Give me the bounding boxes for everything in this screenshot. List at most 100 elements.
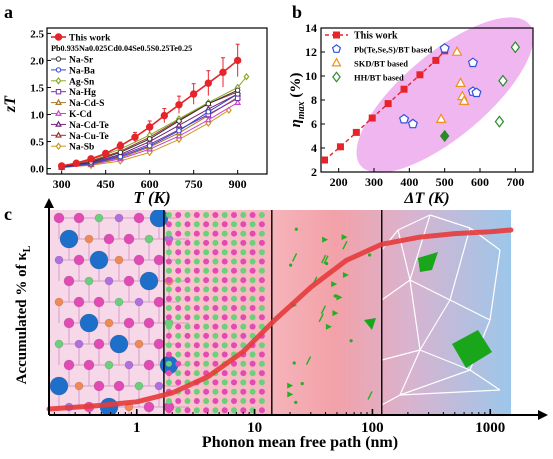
lattice-atom	[134, 381, 144, 391]
nano-atom	[203, 230, 210, 237]
nano-atom	[221, 323, 228, 330]
nano-atom	[249, 379, 256, 386]
b-point-SKD/BT based	[435, 113, 447, 124]
b-legend: This work Pb(Te,Se,S)/BT based SKD/BT base…	[325, 31, 432, 83]
nano-atom	[165, 398, 172, 404]
nano-atom	[212, 398, 219, 404]
nano-atom	[249, 221, 256, 228]
b-ytick-label: 4	[311, 141, 317, 155]
nano-atom	[184, 295, 191, 302]
nano-atom	[193, 342, 200, 349]
nano-atom	[184, 212, 191, 218]
precipitate	[292, 361, 296, 365]
a-legend: This workPb0.935Na0.025Cd0.04Se0.5S0.25T…	[51, 33, 192, 153]
c-illustration	[49, 210, 501, 415]
nano-atom	[258, 249, 265, 256]
precipitate	[332, 310, 339, 317]
nano-atom	[231, 258, 238, 265]
nano-atom	[221, 379, 228, 386]
nano-atom	[212, 360, 219, 367]
a-series	[57, 43, 250, 172]
nano-atom	[231, 332, 238, 339]
nano-atom	[203, 332, 210, 339]
nano-atom	[193, 267, 200, 274]
nano-atom	[231, 388, 238, 395]
nano-atom	[221, 221, 228, 228]
precipitate	[325, 323, 332, 330]
nano-atom	[258, 239, 265, 246]
nano-atom	[203, 286, 210, 293]
nano-atom	[193, 360, 200, 367]
nano-atom	[193, 388, 200, 395]
panel-label-b: b	[292, 2, 302, 22]
lattice-atom	[54, 297, 64, 307]
panel-label-a: a	[4, 2, 13, 22]
a-xtick-label: 450	[97, 177, 115, 191]
a-point-Na-Ba	[146, 143, 153, 149]
nano-atom	[175, 295, 182, 302]
precipitate	[318, 313, 324, 323]
nano-atom	[258, 342, 265, 349]
lattice-atom	[63, 359, 75, 371]
c-xtick-label: 10	[247, 420, 262, 436]
nano-atom	[184, 323, 191, 330]
nano-atom	[212, 323, 219, 330]
nano-atom	[258, 351, 265, 358]
nano-atom	[203, 277, 210, 284]
nano-atom	[203, 407, 210, 414]
nano-atom	[249, 239, 256, 246]
nano-atom	[258, 295, 265, 302]
nano-atom	[240, 267, 247, 274]
c-curve	[46, 227, 514, 412]
nano-atom	[184, 230, 191, 237]
nano-atom	[240, 221, 247, 228]
b-point-HH/BT based	[510, 41, 521, 54]
precipitate	[300, 381, 304, 386]
nano-atom	[231, 323, 238, 330]
a-series-line-Ag-Sn	[61, 76, 247, 167]
nano-atom	[165, 314, 172, 321]
a-point-This work	[233, 56, 242, 65]
a-legend-marker	[54, 33, 63, 41]
lattice-atom	[123, 317, 135, 329]
a-legend-marker	[55, 142, 62, 151]
nano-atom	[231, 221, 238, 228]
a-point-Na-Sr	[205, 101, 212, 107]
lattice-atom	[63, 275, 75, 287]
nano-atom	[258, 360, 265, 367]
grain-boundary	[381, 394, 401, 406]
a-legend-marker	[55, 89, 62, 95]
lattice-atom	[144, 234, 154, 244]
a-legend-marker	[55, 120, 62, 127]
lattice-atom	[153, 254, 165, 266]
lattice-atom	[124, 360, 134, 370]
nano-atom	[240, 286, 247, 293]
precipitate	[320, 305, 327, 314]
lattice-atom	[89, 250, 109, 270]
b-point-SKD/BT based	[455, 77, 466, 88]
nano-atom	[240, 379, 247, 386]
lattice-atom	[114, 213, 124, 223]
b-ytick-label: 14	[305, 21, 317, 35]
lattice-atom	[113, 380, 125, 392]
nano-atom	[258, 286, 265, 293]
lattice-atom	[93, 380, 105, 392]
precipitate	[367, 391, 373, 400]
precipitate	[325, 261, 329, 266]
a-point-K-Cd	[234, 98, 242, 105]
nano-atom	[175, 230, 182, 237]
nano-atom	[165, 239, 172, 246]
nano-atom	[193, 221, 200, 228]
a-legend-label: Na-Sr	[69, 56, 94, 66]
nano-atom	[240, 360, 247, 367]
grain-boundary	[399, 389, 501, 396]
b-point-This work	[432, 56, 440, 64]
b-highlight-ellipse	[356, 17, 534, 173]
grain-boundary	[449, 299, 491, 321]
precipitate	[341, 234, 348, 241]
nano-atom	[221, 212, 228, 218]
nano-atom	[184, 286, 191, 293]
c-xtick-label: 1	[133, 420, 141, 436]
b-point-SKD/BT based	[458, 95, 470, 106]
nano-atom	[193, 323, 200, 330]
